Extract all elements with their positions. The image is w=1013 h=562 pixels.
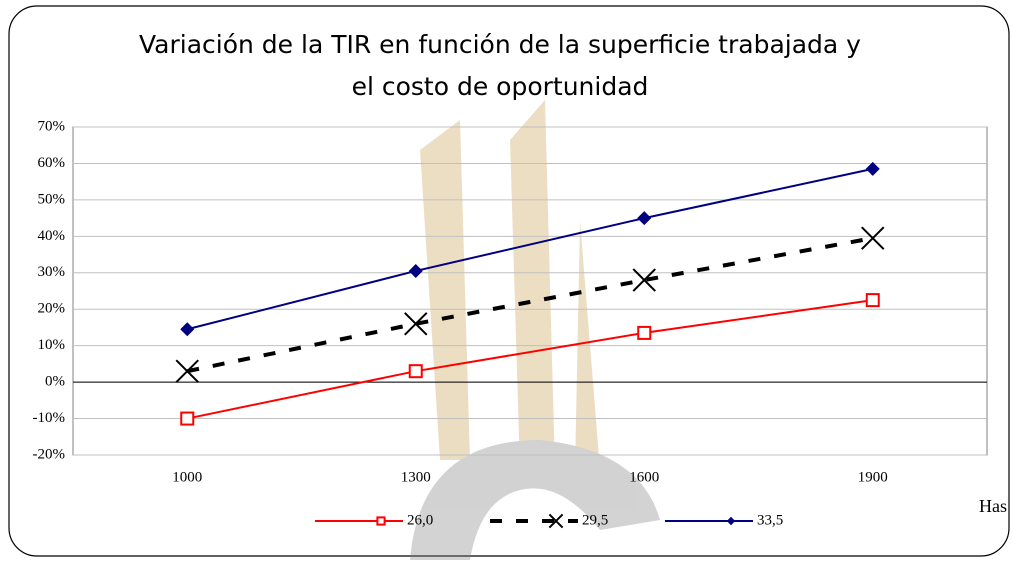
x-tick-label: 1600 [629,469,659,485]
marker [181,413,193,425]
x-tick-label: 1000 [172,469,202,485]
y-tick-label: 60% [38,155,66,171]
marker [867,294,879,306]
x-tick-label: 1900 [858,469,888,485]
y-tick-label: 30% [38,264,66,280]
y-tick-label: 0% [45,374,65,390]
y-tick-label: 10% [38,337,66,353]
y-tick-label: 70% [38,118,66,134]
chart-title: el costo de oportunidad [352,72,649,101]
y-tick-label: 40% [38,228,66,244]
legend-label: 26,0 [407,512,433,528]
x-tick-label: 1300 [401,469,431,485]
chart-title: Variación de la TIR en función de la sup… [139,30,861,59]
marker [410,365,422,377]
y-tick-label: -10% [33,410,66,426]
y-tick-label: -20% [33,446,66,462]
legend-label: 33,5 [757,512,783,528]
y-tick-label: 20% [38,301,66,317]
legend-label: 29,5 [582,512,608,528]
y-tick-label: 50% [38,191,66,207]
marker [377,517,384,524]
chart: Variación de la TIR en función de la sup… [0,0,1013,562]
x-axis-label: Has [979,496,1007,516]
marker [638,327,650,339]
